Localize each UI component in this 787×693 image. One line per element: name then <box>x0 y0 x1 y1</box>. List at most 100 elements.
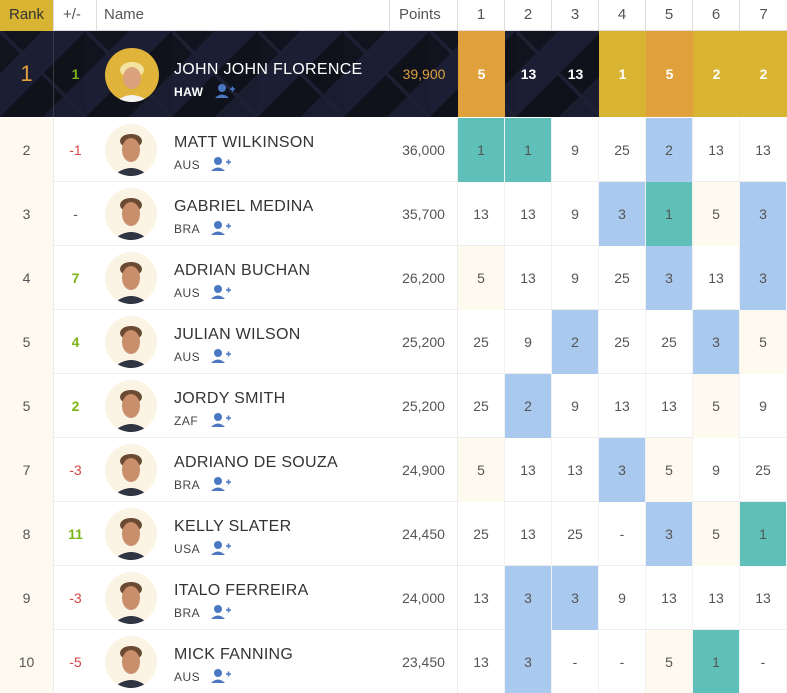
event-result-2: 13 <box>505 438 552 502</box>
table-row[interactable]: 10 -5 MICK FANNING AUS 23,450 13 3- -5 1- <box>0 630 787 693</box>
event-result-5: 3 <box>646 502 693 566</box>
avatar[interactable] <box>105 252 157 304</box>
header-event-6[interactable]: 6 <box>693 0 740 31</box>
event-result-1: 13 <box>458 630 505 693</box>
surfer-name[interactable]: MICK FANNING <box>174 646 294 663</box>
leader-change: 1 <box>71 66 80 82</box>
table-row[interactable]: 8 11 KELLY SLATER USA 24,450 25 13 25-3 5 1 <box>0 502 787 566</box>
event-result-7: 9 <box>740 374 787 438</box>
event-result-6: 9 <box>693 438 740 502</box>
event-result-2: 2 <box>505 374 552 438</box>
leader-event-5: 5 <box>646 31 693 117</box>
avatar[interactable] <box>105 316 157 368</box>
rank-cell: 9 <box>0 566 54 630</box>
event-result-2: 13 <box>505 182 552 246</box>
header-event-4[interactable]: 4 <box>599 0 646 31</box>
table-row[interactable]: 3- GABRIEL MEDINA BRA 35,700 13 13 9 3 1 5 3 <box>0 182 787 246</box>
follow-user-icon[interactable] <box>214 83 236 99</box>
follow-user-icon[interactable] <box>210 284 232 300</box>
table-row[interactable]: 2 -1 MATT WILKINSON AUS 36,000 1 1 9 25 2 13 13 <box>0 118 787 182</box>
avatar[interactable] <box>105 444 157 496</box>
change-cell: -3 <box>69 590 82 606</box>
header-name[interactable]: Name <box>97 0 390 31</box>
event-result-1: 13 <box>458 182 505 246</box>
event-result-3: 9 <box>552 118 599 182</box>
follow-user-icon[interactable] <box>210 412 232 428</box>
event-result-6: 5 <box>693 374 740 438</box>
event-result-4: - <box>599 630 646 693</box>
follow-user-icon[interactable] <box>210 156 232 172</box>
surfer-portrait-icon <box>115 62 149 102</box>
surfer-portrait-icon <box>113 582 149 624</box>
event-result-6: 1 <box>693 630 740 693</box>
leader-name[interactable]: JOHN JOHN FLORENCE <box>174 61 363 78</box>
country-code: BRA <box>174 478 201 492</box>
event-result-4: 25 <box>599 118 646 182</box>
leader-event-4: 1 <box>599 31 646 117</box>
header-event-5[interactable]: 5 <box>646 0 693 31</box>
event-result-5: 1 <box>646 182 693 246</box>
country-code: AUS <box>174 350 201 364</box>
avatar[interactable] <box>105 48 159 102</box>
header-points[interactable]: Points <box>390 0 458 31</box>
avatar[interactable] <box>105 636 157 688</box>
event-result-3: - <box>552 630 599 693</box>
rank-cell: 10 <box>0 630 54 693</box>
event-result-6: 13 <box>693 566 740 630</box>
leader-country: HAW <box>174 85 204 99</box>
header-event-3[interactable]: 3 <box>552 0 599 31</box>
event-result-6: 5 <box>693 182 740 246</box>
change-cell: - <box>73 206 78 222</box>
follow-user-icon[interactable] <box>210 604 232 620</box>
event-result-1: 25 <box>458 374 505 438</box>
event-result-5: 2 <box>646 118 693 182</box>
points-cell: 24,450 <box>390 502 458 566</box>
header-change[interactable]: +/- <box>54 0 97 31</box>
event-result-5: 5 <box>646 438 693 502</box>
table-row[interactable]: 7 -3 ADRIANO DE SOUZA BRA 24,900 5 13 13 3 5 9 25 <box>0 438 787 502</box>
event-result-6: 5 <box>693 502 740 566</box>
header-event-2[interactable]: 2 <box>505 0 552 31</box>
avatar[interactable] <box>105 124 157 176</box>
follow-user-icon[interactable] <box>210 540 232 556</box>
table-header: Rank +/- Name Points 1 2 3 4 5 6 7 <box>0 0 787 31</box>
surfer-name[interactable]: ADRIAN BUCHAN <box>174 262 311 279</box>
event-result-4: 25 <box>599 246 646 310</box>
follow-user-icon[interactable] <box>210 476 232 492</box>
surfer-name[interactable]: ITALO FERREIRA <box>174 582 309 599</box>
surfer-name[interactable]: GABRIEL MEDINA <box>174 198 314 215</box>
event-result-4: 25 <box>599 310 646 374</box>
event-result-4: 13 <box>599 374 646 438</box>
surfer-name[interactable]: KELLY SLATER <box>174 518 292 535</box>
follow-user-icon[interactable] <box>210 668 232 684</box>
avatar[interactable] <box>105 508 157 560</box>
surfer-name[interactable]: JORDY SMITH <box>174 390 286 407</box>
surfer-portrait-icon <box>113 262 149 304</box>
follow-user-icon[interactable] <box>210 348 232 364</box>
rank-cell: 5 <box>0 310 54 374</box>
event-result-1: 1 <box>458 118 505 182</box>
points-cell: 26,200 <box>390 246 458 310</box>
table-row[interactable]: 9 -3 ITALO FERREIRA BRA 24,000 13 3 3 9 13 13 13 <box>0 566 787 630</box>
leader-points: 39,900 <box>402 66 446 82</box>
header-event-7[interactable]: 7 <box>759 6 768 23</box>
header-rank[interactable]: Rank <box>0 0 54 31</box>
header-event-1[interactable]: 1 <box>458 0 505 31</box>
surfer-name[interactable]: MATT WILKINSON <box>174 134 315 151</box>
avatar[interactable] <box>105 188 157 240</box>
surfer-name[interactable]: ADRIANO DE SOUZA <box>174 454 338 471</box>
surfer-name[interactable]: JULIAN WILSON <box>174 326 301 343</box>
points-cell: 36,000 <box>390 118 458 182</box>
avatar[interactable] <box>105 572 157 624</box>
rank-cell: 8 <box>0 502 54 566</box>
leader-row[interactable]: 1 1 JOHN JOHN FLORENCE HAW 39,900 5 13 13 1… <box>0 31 787 117</box>
follow-user-icon[interactable] <box>210 220 232 236</box>
surfer-portrait-icon <box>113 454 149 496</box>
points-cell: 23,450 <box>390 630 458 693</box>
surfer-portrait-icon <box>113 134 149 176</box>
event-result-7: 3 <box>740 246 787 310</box>
avatar[interactable] <box>105 380 157 432</box>
